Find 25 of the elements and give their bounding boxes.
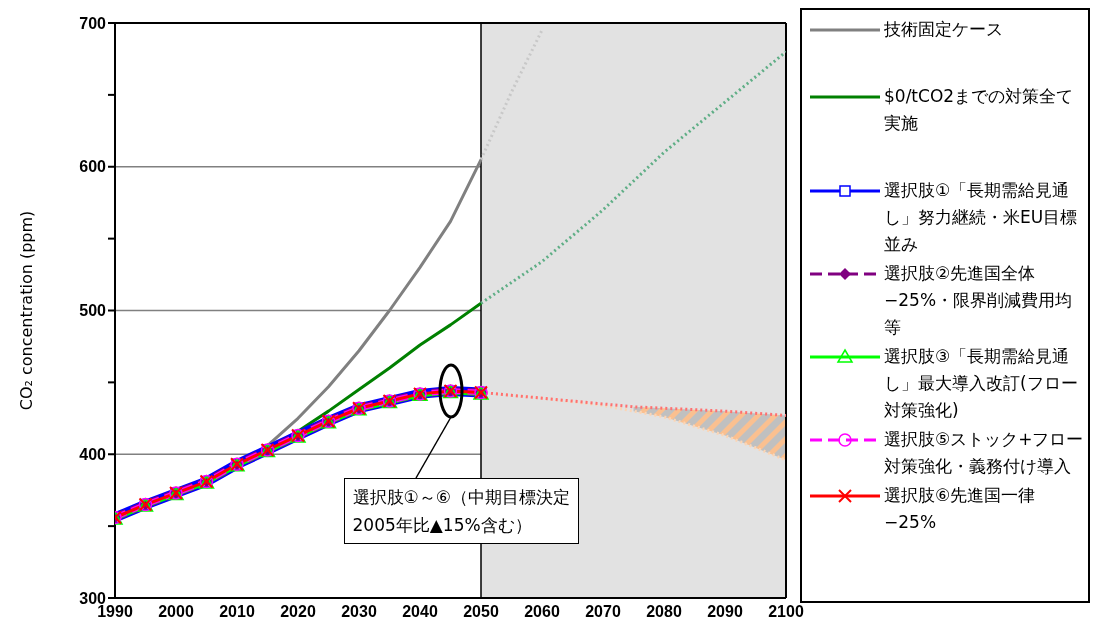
legend-label: 選択肢②先進国全体−25%・限界削減費用均等 [884,262,1074,339]
legend-label: 選択肢⑤ストック+フロー対策強化・義務付け導入 [884,428,1084,478]
legend-label: $0/tCO2までの対策全て実施 [884,85,1075,135]
y-tick-label: 500 [79,302,107,320]
x-tick-label: 2060 [524,603,560,621]
x-tick-label: 2090 [707,603,743,621]
y-tick-label: 600 [79,158,107,176]
x-tick-label: 2070 [585,603,621,621]
y-tick-label: 400 [79,445,107,463]
y-axis-title: CO₂ concentration (ppm) [16,210,36,411]
x-tick-label: 2020 [280,603,316,621]
annotation: 選択肢①～⑥（中期目標決定 2005年比▲15%含む） [343,478,579,544]
x-tick-label: 2010 [219,603,255,621]
x-tick-label: 2080 [646,603,682,621]
legend-label: 選択肢③「長期需給見通し」最大導入改訂(フロー対策強化) [884,345,1079,422]
legend-label: 技術固定ケース [884,18,1003,41]
x-tick-label: 2030 [341,603,377,621]
legend-label: 選択肢⑥先進国一律−25% [884,484,1037,534]
x-tick-label: 2040 [402,603,438,621]
legend-label: 選択肢①「長期需給見通し」努力継続・米EU目標並み [884,179,1079,256]
x-tick-label: 2000 [158,603,194,621]
x-tick-label: 2050 [463,603,499,621]
x-tick-label: 2100 [768,603,804,621]
y-tick-label: 700 [79,14,107,32]
x-tick-label: 1990 [97,603,133,621]
